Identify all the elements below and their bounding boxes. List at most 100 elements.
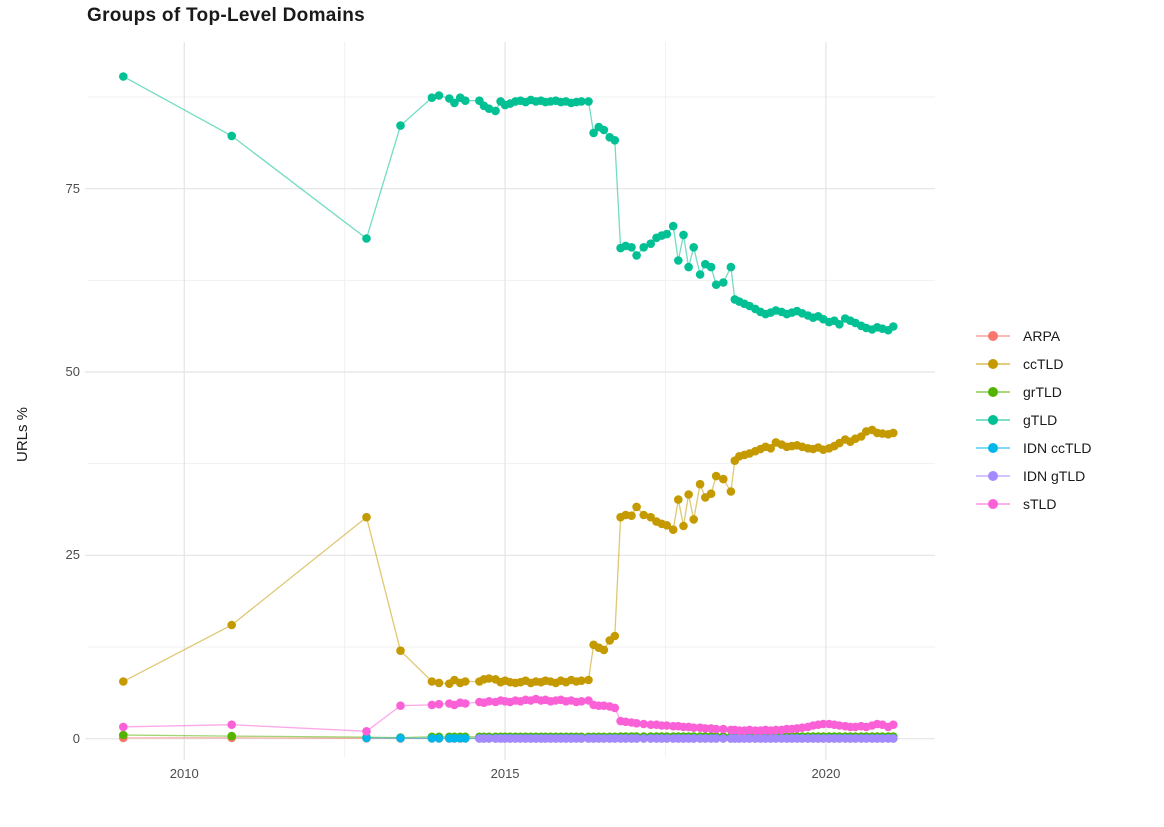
data-point-gtld [491,106,500,116]
data-point-cctld [689,515,698,524]
data-point-cctld [711,471,721,481]
data-point-gtld [450,98,459,108]
legend-key-dot [988,499,998,509]
data-point-gtld [684,262,693,272]
legend-key-dot [988,359,998,369]
data-point-stld [711,724,721,734]
legend-label: gTLD [1023,412,1058,428]
data-point-cctld [632,502,641,512]
data-point-gtld [835,320,844,329]
data-point-stld [889,720,898,729]
data-point-idn-gtld [632,734,641,743]
legend-key-dot [988,331,998,341]
series-line-cctld [122,429,894,685]
data-point-stld [577,697,586,706]
data-point-cctld [484,674,494,683]
legend-item-arpa: ARPA [976,322,1091,350]
data-point-gtld [668,221,678,231]
data-point-gtld [662,229,672,239]
data-point-gtld [711,280,721,290]
data-point-gtld [461,96,470,105]
data-point-cctld [706,489,716,499]
data-point-cctld [584,675,593,685]
data-point-idn-gtld [719,734,728,743]
legend-key-dot [988,471,998,481]
legend-item-idn-cctld: IDN ccTLD [976,434,1091,462]
data-point-gtld [362,234,371,243]
data-point-idn-gtld [662,734,672,743]
data-point-cctld [674,495,683,504]
legend-item-idn-gtld: IDN gTLD [976,462,1091,490]
data-point-cctld [719,474,728,484]
legend-label: sTLD [1023,496,1057,512]
data-point-stld [461,699,470,708]
series-idn-gtld [475,734,898,743]
data-point-gtld [646,239,655,248]
data-point-stld [434,699,444,709]
data-point-stld [662,721,672,730]
legend-label: IDN ccTLD [1023,440,1092,456]
y-tick-label: 50 [65,364,80,379]
data-point-gtld [599,125,609,135]
x-tick-label: 2010 [169,766,199,781]
data-point-stld [719,724,728,734]
legend-label: IDN gTLD [1023,468,1086,484]
y-tick-label: 25 [65,547,80,563]
legend-key-icon-cctld [976,358,1010,370]
y-tick-label: 75 [65,180,80,196]
data-point-gtld [227,131,236,141]
data-point-stld [227,720,236,729]
data-point-cctld [427,677,437,686]
data-point-gtld [484,104,494,113]
data-point-stld [484,697,494,706]
data-point-stld [639,719,648,729]
series-gtld [119,72,898,335]
x-tick-label: 2015 [490,766,520,781]
data-point-gtld [627,243,636,252]
data-point-stld [427,700,437,710]
legend-item-gtld: gTLD [976,406,1091,434]
data-point-gtld [674,256,683,265]
data-point-idn-cctld [427,734,437,743]
data-point-cctld [668,525,678,534]
data-point-gtld [577,97,586,106]
data-point-gtld [679,230,688,240]
data-point-cctld [662,521,672,530]
series-line-gtld [122,75,894,331]
data-point-cctld [119,677,128,686]
legend-key-icon-stld [976,498,1010,510]
data-point-stld [689,723,698,732]
data-point-gtld [589,128,598,138]
data-point-cctld [434,678,444,688]
data-point-cctld [889,428,898,438]
data-point-stld [396,701,405,710]
y-axis-title: URLs % [14,406,31,462]
legend-item-cctld: ccTLD [976,350,1091,378]
legend-key-dot [988,443,998,453]
data-point-cctld [227,620,236,630]
data-point-cctld [362,512,371,522]
data-point-cctld [599,645,609,655]
data-point-gtld [119,72,128,81]
data-point-idn-gtld [577,734,586,743]
data-point-idn-gtld [889,734,898,743]
data-point-cctld [610,631,620,641]
data-point-stld [610,703,620,713]
data-point-cctld [679,521,688,531]
data-point-grtld [119,730,128,740]
legend-label: ARPA [1023,328,1061,344]
legend-key-dot [988,387,998,397]
data-point-idn-cctld [434,734,444,743]
data-point-cctld [461,677,470,686]
data-point-cctld [766,444,775,453]
legend-key-icon-idn-gtld [976,470,1010,482]
legend-item-grtld: grTLD [976,378,1091,406]
data-point-gtld [695,270,705,279]
data-point-idn-cctld [362,733,371,743]
y-tick-label: 0 [72,730,80,746]
x-tick-label: 2020 [811,766,841,781]
data-point-gtld [706,262,716,272]
data-point-stld [632,719,641,728]
data-point-idn-gtld [711,734,721,743]
legend-label: grTLD [1023,384,1062,400]
